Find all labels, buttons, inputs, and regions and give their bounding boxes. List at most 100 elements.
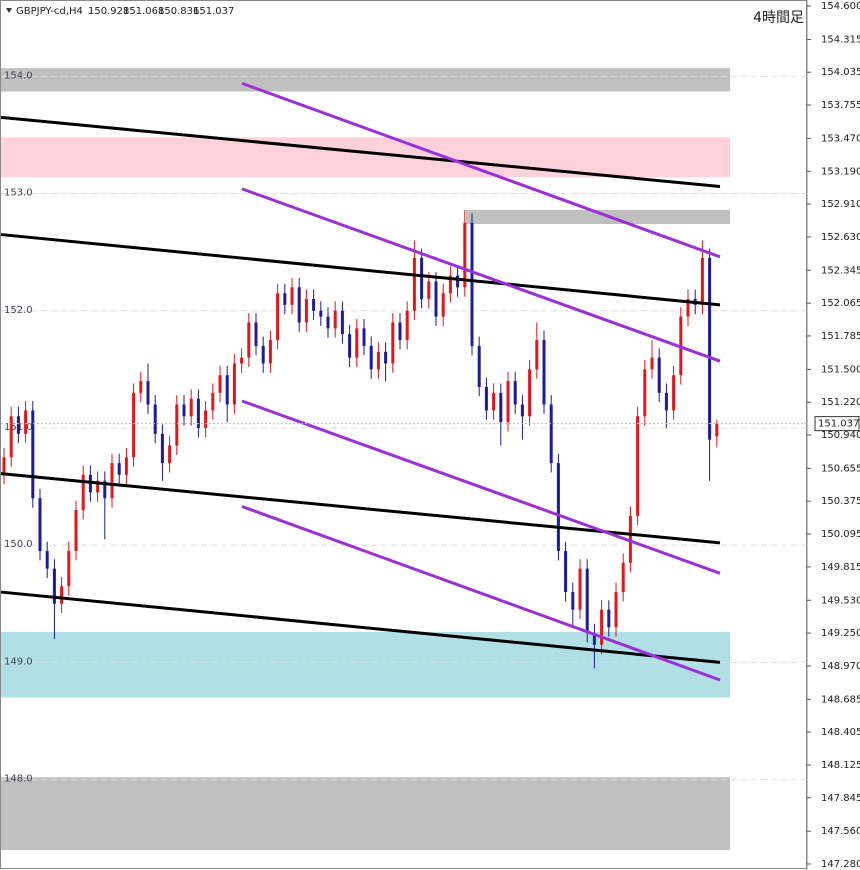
candle-body	[297, 287, 301, 323]
candle-body	[535, 340, 539, 370]
y-tick-label: 150.940	[821, 430, 860, 441]
y-tick-label: 154.035	[821, 67, 860, 78]
price-zone	[1, 68, 730, 92]
trend-line	[0, 590, 721, 664]
candle-body	[398, 322, 402, 341]
trend-line	[241, 399, 721, 575]
candle-body	[196, 398, 200, 428]
candle-body	[160, 433, 164, 464]
candle-body	[319, 310, 323, 317]
menu-arrow	[6, 8, 12, 13]
candle-body	[686, 299, 690, 317]
y-tick-label: 153.470	[821, 133, 860, 144]
y-tick-label: 150.095	[821, 529, 860, 540]
price-zone	[1, 137, 730, 178]
price-zone	[1, 777, 730, 850]
y-tick-label: 148.405	[821, 727, 860, 738]
candle-body	[132, 392, 136, 458]
candle-body	[621, 562, 625, 593]
candle-body	[24, 410, 28, 434]
candle-body	[175, 404, 179, 446]
header-low: 150.836	[158, 6, 199, 17]
candle-body	[441, 293, 445, 317]
chart-title: 4時間足	[753, 10, 804, 26]
candle-body	[189, 398, 193, 417]
candle-body	[276, 293, 280, 341]
candle-body	[405, 310, 409, 341]
candle-body	[578, 568, 582, 610]
y-tick-label: 151.220	[821, 397, 860, 408]
candle-body	[355, 328, 359, 358]
candle-body	[232, 363, 236, 405]
candle-body	[643, 369, 647, 417]
candle-body	[585, 568, 589, 634]
candle-body	[607, 609, 611, 628]
current-price-label: 151.037	[818, 419, 859, 430]
y-tick-label: 149.530	[821, 595, 860, 606]
y-tick-label: 152.630	[821, 232, 860, 243]
candle-body	[664, 392, 668, 411]
candle-body	[672, 375, 676, 411]
candle-body	[700, 258, 704, 305]
candle-body	[391, 322, 395, 364]
candle-body	[448, 275, 452, 294]
symbol: GBPJPY-cd,H4	[16, 6, 83, 17]
y-tick-label: 149.250	[821, 628, 860, 639]
candle-body	[124, 457, 128, 475]
level-label: 150.0	[4, 539, 33, 550]
candle-body	[96, 480, 100, 493]
candle-body	[499, 392, 503, 423]
candle-body	[520, 404, 524, 417]
y-tick-label: 149.815	[821, 562, 860, 573]
trend-line	[0, 233, 721, 307]
candle-body	[16, 416, 20, 434]
candle-body	[434, 281, 438, 317]
y-tick-label: 150.375	[821, 496, 860, 507]
trend-line	[241, 505, 721, 682]
candle-body	[333, 310, 337, 329]
candle-body	[240, 357, 244, 364]
candle-body	[600, 609, 604, 645]
trend-line	[0, 115, 721, 189]
candle-body	[117, 463, 121, 475]
trend-line	[241, 81, 721, 259]
candle-body	[60, 586, 64, 604]
candle-body	[362, 328, 366, 346]
candle-body	[463, 222, 467, 288]
y-tick-label: 152.910	[821, 199, 860, 210]
candle-body	[348, 334, 352, 358]
plot-frame	[0, 0, 807, 869]
y-tick-label: 152.065	[821, 298, 860, 309]
candle-body	[304, 299, 308, 323]
candle-body	[657, 357, 661, 393]
candle-body	[369, 345, 373, 370]
price-zone	[1, 631, 730, 698]
level-label: 152.0	[4, 305, 33, 316]
candle-body	[211, 392, 215, 411]
y-tick-label: 148.125	[821, 760, 860, 771]
y-tick-label: 153.190	[821, 166, 860, 177]
y-tick-label: 151.500	[821, 364, 860, 375]
candle-body	[340, 310, 344, 335]
candle-body	[268, 340, 272, 364]
candle-body	[564, 551, 568, 593]
candle-body	[153, 404, 157, 434]
candle-body	[146, 381, 150, 405]
candle-body	[628, 515, 632, 563]
header-close: 151.037	[193, 6, 234, 17]
candle-body	[254, 322, 258, 346]
level-label: 153.0	[4, 188, 33, 199]
candle-body	[290, 287, 294, 305]
candle-body	[614, 592, 618, 628]
candle-body	[52, 568, 56, 604]
candle-body	[571, 592, 575, 610]
candle-body	[204, 410, 208, 428]
candle-body	[708, 258, 712, 440]
y-tick-label: 153.755	[821, 100, 860, 111]
candle-body	[168, 445, 172, 464]
candle-body	[592, 633, 596, 645]
candle-body	[182, 404, 186, 417]
candle-body	[31, 410, 35, 499]
candle-body	[492, 392, 496, 411]
candle-body	[67, 551, 71, 587]
